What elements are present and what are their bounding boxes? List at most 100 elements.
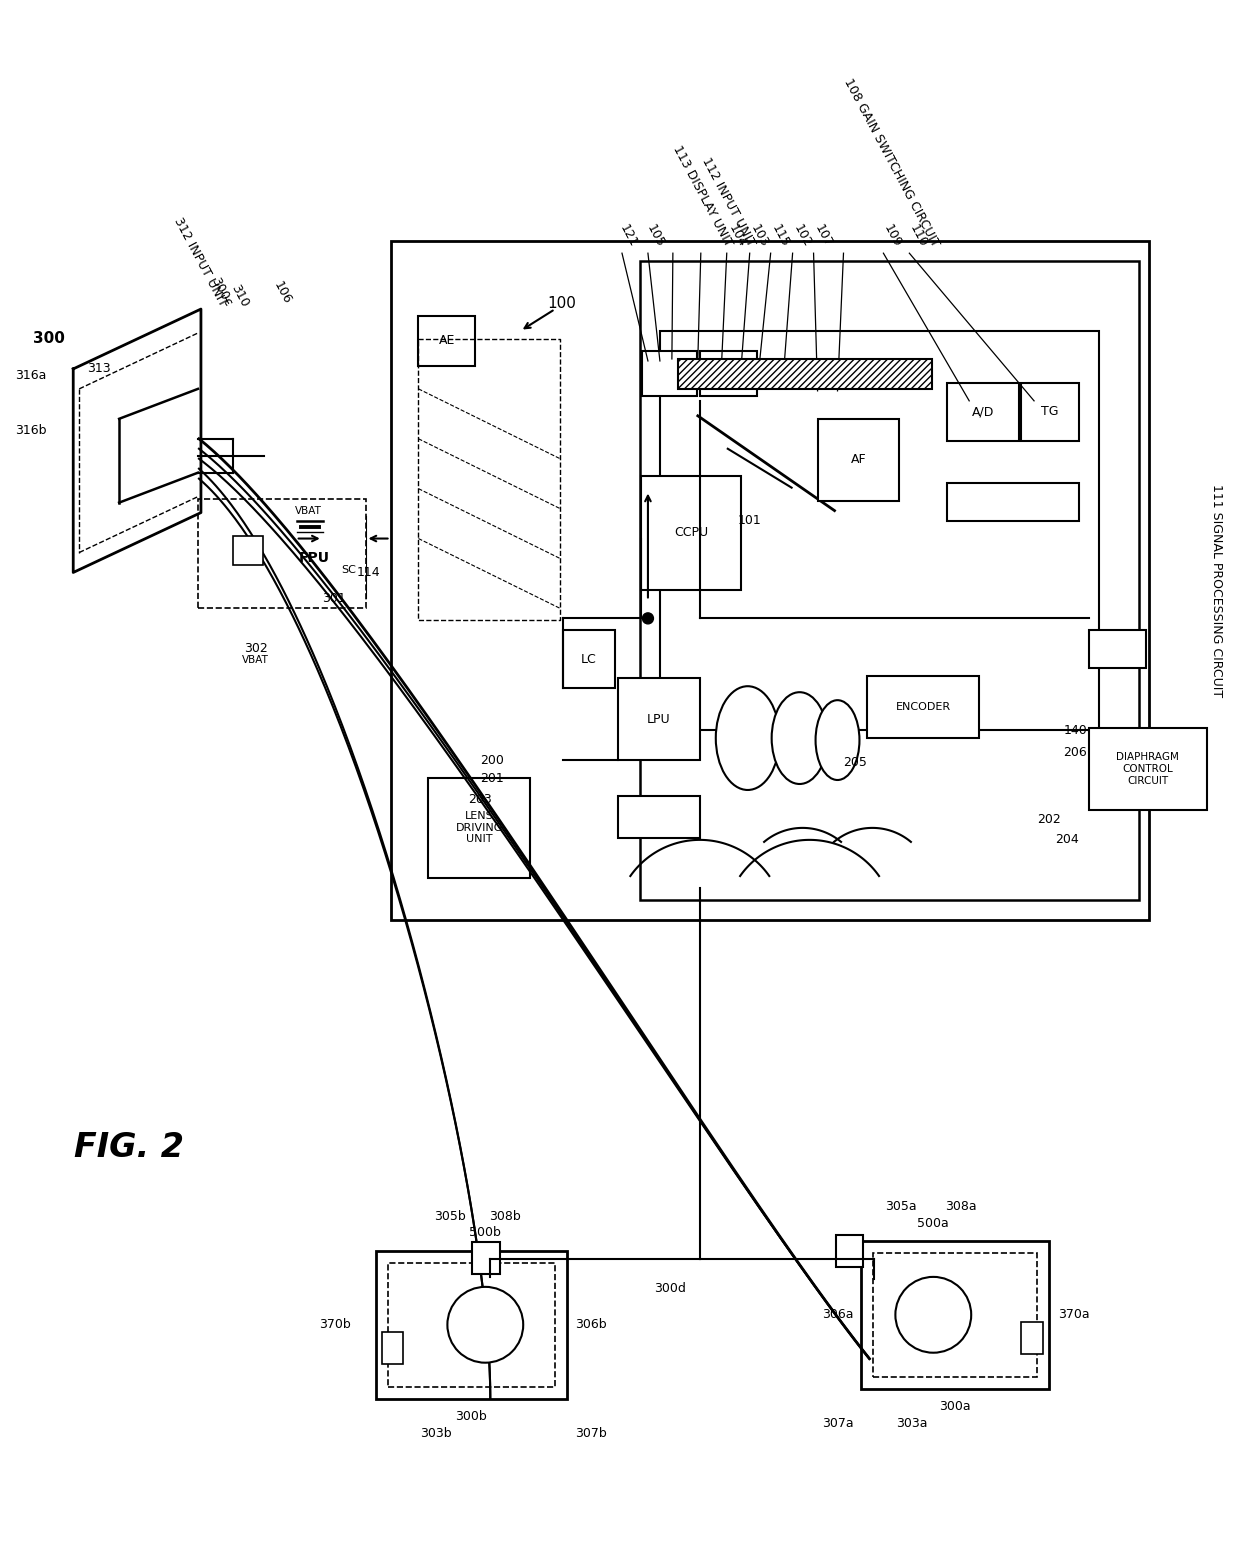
Text: LC: LC: [582, 652, 596, 667]
Text: FIG. 2: FIG. 2: [74, 1130, 184, 1163]
Text: 107: 107: [811, 222, 835, 250]
Text: 500b: 500b: [470, 1227, 501, 1239]
Bar: [678, 359, 932, 389]
Text: 500a: 500a: [918, 1216, 949, 1230]
Ellipse shape: [715, 687, 780, 790]
Text: 313: 313: [87, 362, 112, 376]
Text: 312 INPUT UNIT: 312 INPUT UNIT: [171, 215, 229, 309]
Text: DIAPHRAGM
CONTROL
CIRCUIT: DIAPHRAGM CONTROL CIRCUIT: [1116, 752, 1179, 785]
Text: 310: 310: [229, 283, 252, 309]
Ellipse shape: [771, 692, 827, 784]
Text: 140: 140: [1063, 724, 1087, 737]
Bar: [388, 1263, 556, 1386]
Text: 114: 114: [357, 567, 381, 579]
Text: TG: TG: [1042, 406, 1059, 418]
Text: 204: 204: [1055, 834, 1079, 846]
Text: 300b: 300b: [455, 1410, 487, 1424]
Text: 121: 121: [618, 222, 640, 250]
Bar: [817, 418, 899, 501]
Bar: [873, 1253, 1037, 1377]
Bar: [472, 1243, 500, 1274]
Text: 106: 106: [270, 279, 294, 306]
Bar: [947, 482, 1079, 520]
Bar: [264, 517, 366, 598]
Text: 108 GAIN SWITCHING CIRCUIT: 108 GAIN SWITCHING CIRCUIT: [842, 76, 941, 250]
Bar: [1021, 382, 1079, 440]
Bar: [947, 382, 1019, 440]
Bar: [699, 351, 756, 396]
Text: 308a: 308a: [945, 1199, 977, 1213]
Text: 109: 109: [882, 222, 904, 250]
Text: 305a: 305a: [885, 1199, 918, 1213]
Bar: [1089, 727, 1207, 810]
Bar: [640, 261, 1138, 899]
Text: 302: 302: [244, 642, 268, 654]
Text: 303a: 303a: [895, 1417, 928, 1430]
Bar: [1021, 1322, 1043, 1353]
Text: 202: 202: [1037, 813, 1061, 826]
Bar: [429, 777, 531, 877]
Text: 316a: 316a: [15, 370, 46, 382]
Text: 307a: 307a: [822, 1417, 853, 1430]
Text: 110: 110: [908, 222, 930, 250]
Bar: [660, 331, 1099, 731]
Bar: [418, 315, 475, 365]
Text: 300: 300: [33, 331, 66, 347]
Text: 105: 105: [644, 222, 667, 250]
Text: 300c: 300c: [208, 276, 234, 309]
Text: VBAT: VBAT: [295, 506, 322, 515]
Bar: [233, 535, 263, 565]
Text: CCPU: CCPU: [673, 526, 708, 539]
Text: 113 DISPLAY UNIT: 113 DISPLAY UNIT: [670, 144, 734, 250]
Text: LPU: LPU: [647, 713, 671, 726]
Text: 300d: 300d: [653, 1282, 686, 1296]
Text: 111 SIGNAL PROCESSING CIRCUIT: 111 SIGNAL PROCESSING CIRCUIT: [1210, 484, 1223, 698]
Ellipse shape: [816, 701, 859, 780]
Text: 115: 115: [769, 222, 791, 250]
Bar: [382, 1332, 403, 1364]
Bar: [868, 676, 980, 738]
Text: A/D: A/D: [972, 406, 994, 418]
Text: 308b: 308b: [490, 1210, 521, 1222]
Bar: [1089, 631, 1146, 668]
Text: 206: 206: [1063, 746, 1087, 759]
Text: 205: 205: [843, 756, 868, 768]
Text: 305b: 305b: [434, 1210, 466, 1222]
Text: LENS
DRIVING
UNIT: LENS DRIVING UNIT: [455, 812, 503, 845]
Bar: [376, 1250, 567, 1399]
Bar: [642, 351, 697, 396]
Circle shape: [642, 613, 653, 624]
Text: 201: 201: [480, 771, 505, 785]
Text: 301: 301: [321, 592, 346, 606]
Text: SC: SC: [341, 565, 356, 576]
Text: 200: 200: [480, 754, 505, 766]
Text: AE: AE: [439, 334, 455, 348]
Text: 306a: 306a: [822, 1308, 853, 1321]
Text: 306b: 306b: [575, 1319, 606, 1332]
Text: 307b: 307b: [575, 1427, 606, 1441]
Circle shape: [448, 1286, 523, 1363]
Text: 370b: 370b: [319, 1319, 351, 1332]
Text: 203: 203: [469, 793, 492, 807]
Bar: [198, 498, 366, 609]
Text: 316b: 316b: [15, 425, 46, 437]
Bar: [391, 242, 1148, 919]
Bar: [862, 1241, 1049, 1389]
Bar: [836, 1235, 863, 1268]
Text: AF: AF: [851, 453, 867, 467]
Bar: [618, 677, 699, 760]
Text: 300a: 300a: [940, 1400, 971, 1413]
Text: 370a: 370a: [1058, 1308, 1090, 1321]
Bar: [641, 476, 740, 590]
Text: 101: 101: [738, 514, 761, 528]
Text: 303b: 303b: [419, 1427, 451, 1441]
Text: 100: 100: [548, 295, 577, 311]
Text: 103: 103: [748, 222, 770, 250]
Bar: [618, 796, 699, 838]
Text: 104: 104: [725, 222, 749, 250]
Text: FPU: FPU: [299, 551, 330, 565]
Text: 102: 102: [791, 222, 813, 250]
Text: 112 INPUT UNIT: 112 INPUT UNIT: [699, 156, 758, 250]
Bar: [563, 631, 615, 688]
Text: ENCODER: ENCODER: [895, 702, 951, 712]
